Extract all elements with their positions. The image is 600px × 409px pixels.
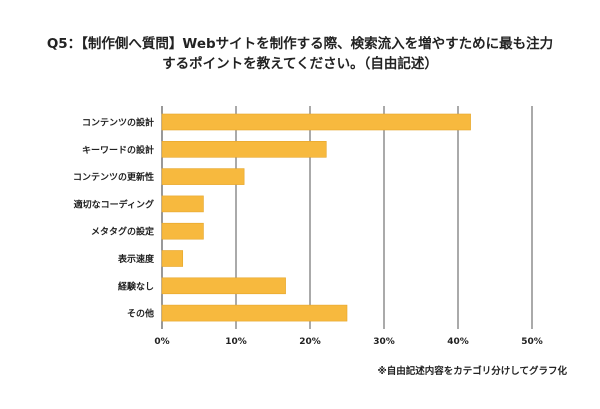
x-tick-label: 30% (373, 337, 395, 347)
bar (161, 304, 348, 322)
chart-title-line-1: Q5：【制作側へ質問】Webサイトを制作する際、検索流入を増やすために最も注力 (46, 36, 554, 52)
chart-title-line-2: するポイントを教えてください。（自由記述） (162, 56, 438, 72)
footnote: ※自由記述内容をカテゴリ分けしてグラフ化 (377, 366, 567, 377)
bar (161, 195, 204, 213)
category-label: 適切なコーディング (74, 198, 154, 210)
x-tick-label: 10% (225, 337, 247, 347)
bar (161, 141, 327, 158)
category-label: その他 (127, 308, 154, 320)
category-label: キーワードの設計 (82, 144, 154, 156)
bar (161, 113, 471, 131)
x-tick-label: 40% (447, 337, 469, 347)
category-label: コンテンツの設計 (82, 117, 154, 129)
bar (161, 168, 245, 185)
category-label: 表示速度 (117, 253, 155, 265)
x-tick-label: 0% (154, 337, 169, 347)
bar (161, 250, 184, 267)
bar (161, 222, 204, 240)
category-label: 経験なし (118, 280, 154, 292)
category-label: コンテンツの更新性 (73, 171, 154, 183)
category-label: メタタグの設定 (91, 226, 155, 238)
chart-title: Q5：【制作側へ質問】Webサイトを制作する際、検索流入を増やすために最も注力 … (0, 34, 600, 74)
bar (161, 277, 286, 295)
x-tick-label: 20% (299, 337, 321, 347)
x-tick-label: 50% (521, 337, 543, 347)
